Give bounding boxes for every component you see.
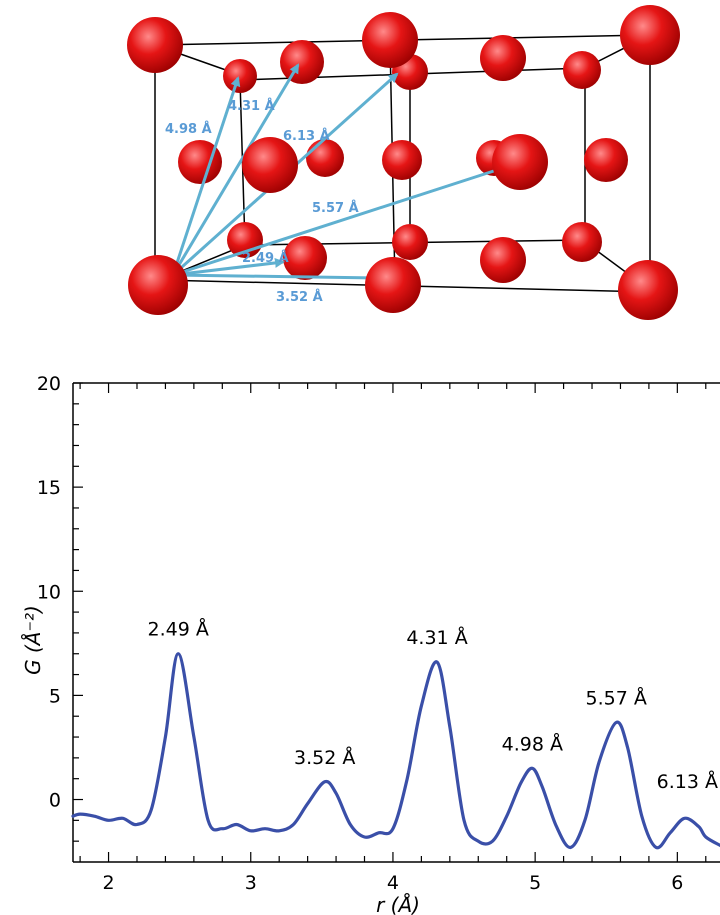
label-6-13: 6.13 Å [283,128,330,144]
atom [620,5,680,65]
axis-ticks [73,382,707,862]
tick-labels: 2 3 4 5 6 0 5 10 15 20 [37,373,684,894]
distance-labels: 4.98 Å 4.31 Å 6.13 Å 5.57 Å 2.49 Å 3.52 … [165,98,359,305]
atom [492,134,548,190]
y-tick-label: 5 [49,685,61,707]
arrow-4-31 [171,63,300,276]
y-tick-label: 15 [37,477,61,499]
atom [584,138,628,182]
peak-label: 4.98 Å [502,732,563,755]
crystal-structure: 4.98 Å 4.31 Å 6.13 Å 5.57 Å 2.49 Å 3.52 … [127,5,680,320]
atom [392,224,428,260]
atom [382,140,422,180]
y-tick-label: 20 [37,373,61,395]
atom [306,139,344,177]
arrow-3-52 [172,272,380,283]
x-tick-label: 2 [103,872,115,894]
label-4-31: 4.31 Å [228,98,275,114]
atom [618,260,678,320]
distance-arrows [171,63,505,283]
atom [480,35,526,81]
peak-label: 2.49 Å [148,618,209,641]
atom [242,137,298,193]
atom [127,17,183,73]
peak-label: 5.57 Å [586,686,647,709]
pdf-chart: 2 3 4 5 6 0 5 10 15 20 2.49 Å 3.52 Å 4.31 Å 4.98 Å 5.… [21,373,720,915]
label-5-57: 5.57 Å [312,200,359,216]
x-tick-label: 5 [529,872,541,894]
atom [223,59,257,93]
arrow-4-98 [171,76,241,276]
atom [128,255,188,315]
atom [365,257,421,313]
peak-label: 6.13 Å [657,770,718,793]
atom [562,222,602,262]
atom [480,237,526,283]
peak-label: 4.31 Å [406,626,467,649]
atom [362,12,418,68]
y-tick-label: 10 [37,581,61,603]
arrow-2-49 [172,257,285,277]
plot-frame [72,382,720,863]
atom [280,40,324,84]
atom [563,51,601,89]
y-axis-label: G (Å⁻²) [21,605,45,675]
x-tick-label: 6 [671,872,683,894]
atom [178,140,222,184]
arrow-5-57 [172,165,505,277]
x-axis-label: r (Å) [376,893,420,915]
x-tick-label: 3 [245,872,257,894]
label-2-49: 2.49 Å [242,250,289,266]
peak-label: 3.52 Å [294,746,355,769]
label-3-52: 3.52 Å [276,289,323,305]
atom [283,236,327,280]
atoms-front-layer [127,5,680,320]
peak-annotations: 2.49 Å 3.52 Å 4.31 Å 4.98 Å 5.57 Å 6.13 Å [148,618,718,793]
x-tick-label: 4 [387,872,399,894]
label-4-98: 4.98 Å [165,121,212,137]
pdf-curve [71,652,720,850]
y-tick-label: 0 [49,790,61,812]
